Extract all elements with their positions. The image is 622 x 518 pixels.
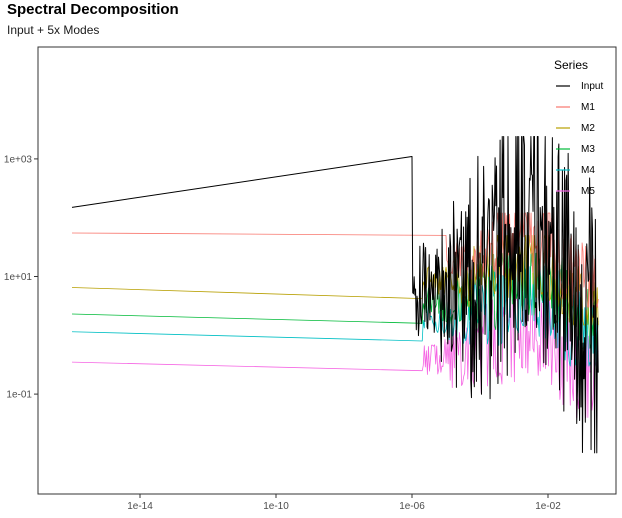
series-line-input	[71, 136, 599, 454]
series-layer	[71, 136, 599, 454]
axis-layer: 1e-14 1e-10 1e-06 1e-02 1e-01 1e+01 1e+03	[4, 154, 561, 512]
legend-label-m4: M4	[581, 165, 595, 176]
x-tick-label: 1e-06	[399, 501, 425, 512]
legend-label-input: Input	[581, 81, 603, 92]
y-tick-label: 1e+03	[4, 154, 33, 165]
chart-title: Spectral Decomposition	[7, 1, 179, 18]
y-tick-label: 1e+01	[4, 272, 33, 283]
legend-label-m1: M1	[581, 102, 595, 113]
legend-label-m5: M5	[581, 186, 595, 197]
x-tick-label: 1e-14	[127, 501, 153, 512]
legend-label-m3: M3	[581, 144, 595, 155]
legend-label-m2: M2	[581, 123, 595, 134]
y-tick-label: 1e-01	[6, 390, 32, 401]
legend-title: Series	[554, 58, 588, 72]
x-tick-label: 1e-10	[263, 501, 289, 512]
x-tick-label: 1e-02	[535, 501, 561, 512]
legend: Series Input M1 M2 M3 M4 M5	[554, 58, 603, 197]
chart-subtitle: Input + 5x Modes	[7, 23, 100, 37]
plot-panel	[37, 46, 617, 495]
